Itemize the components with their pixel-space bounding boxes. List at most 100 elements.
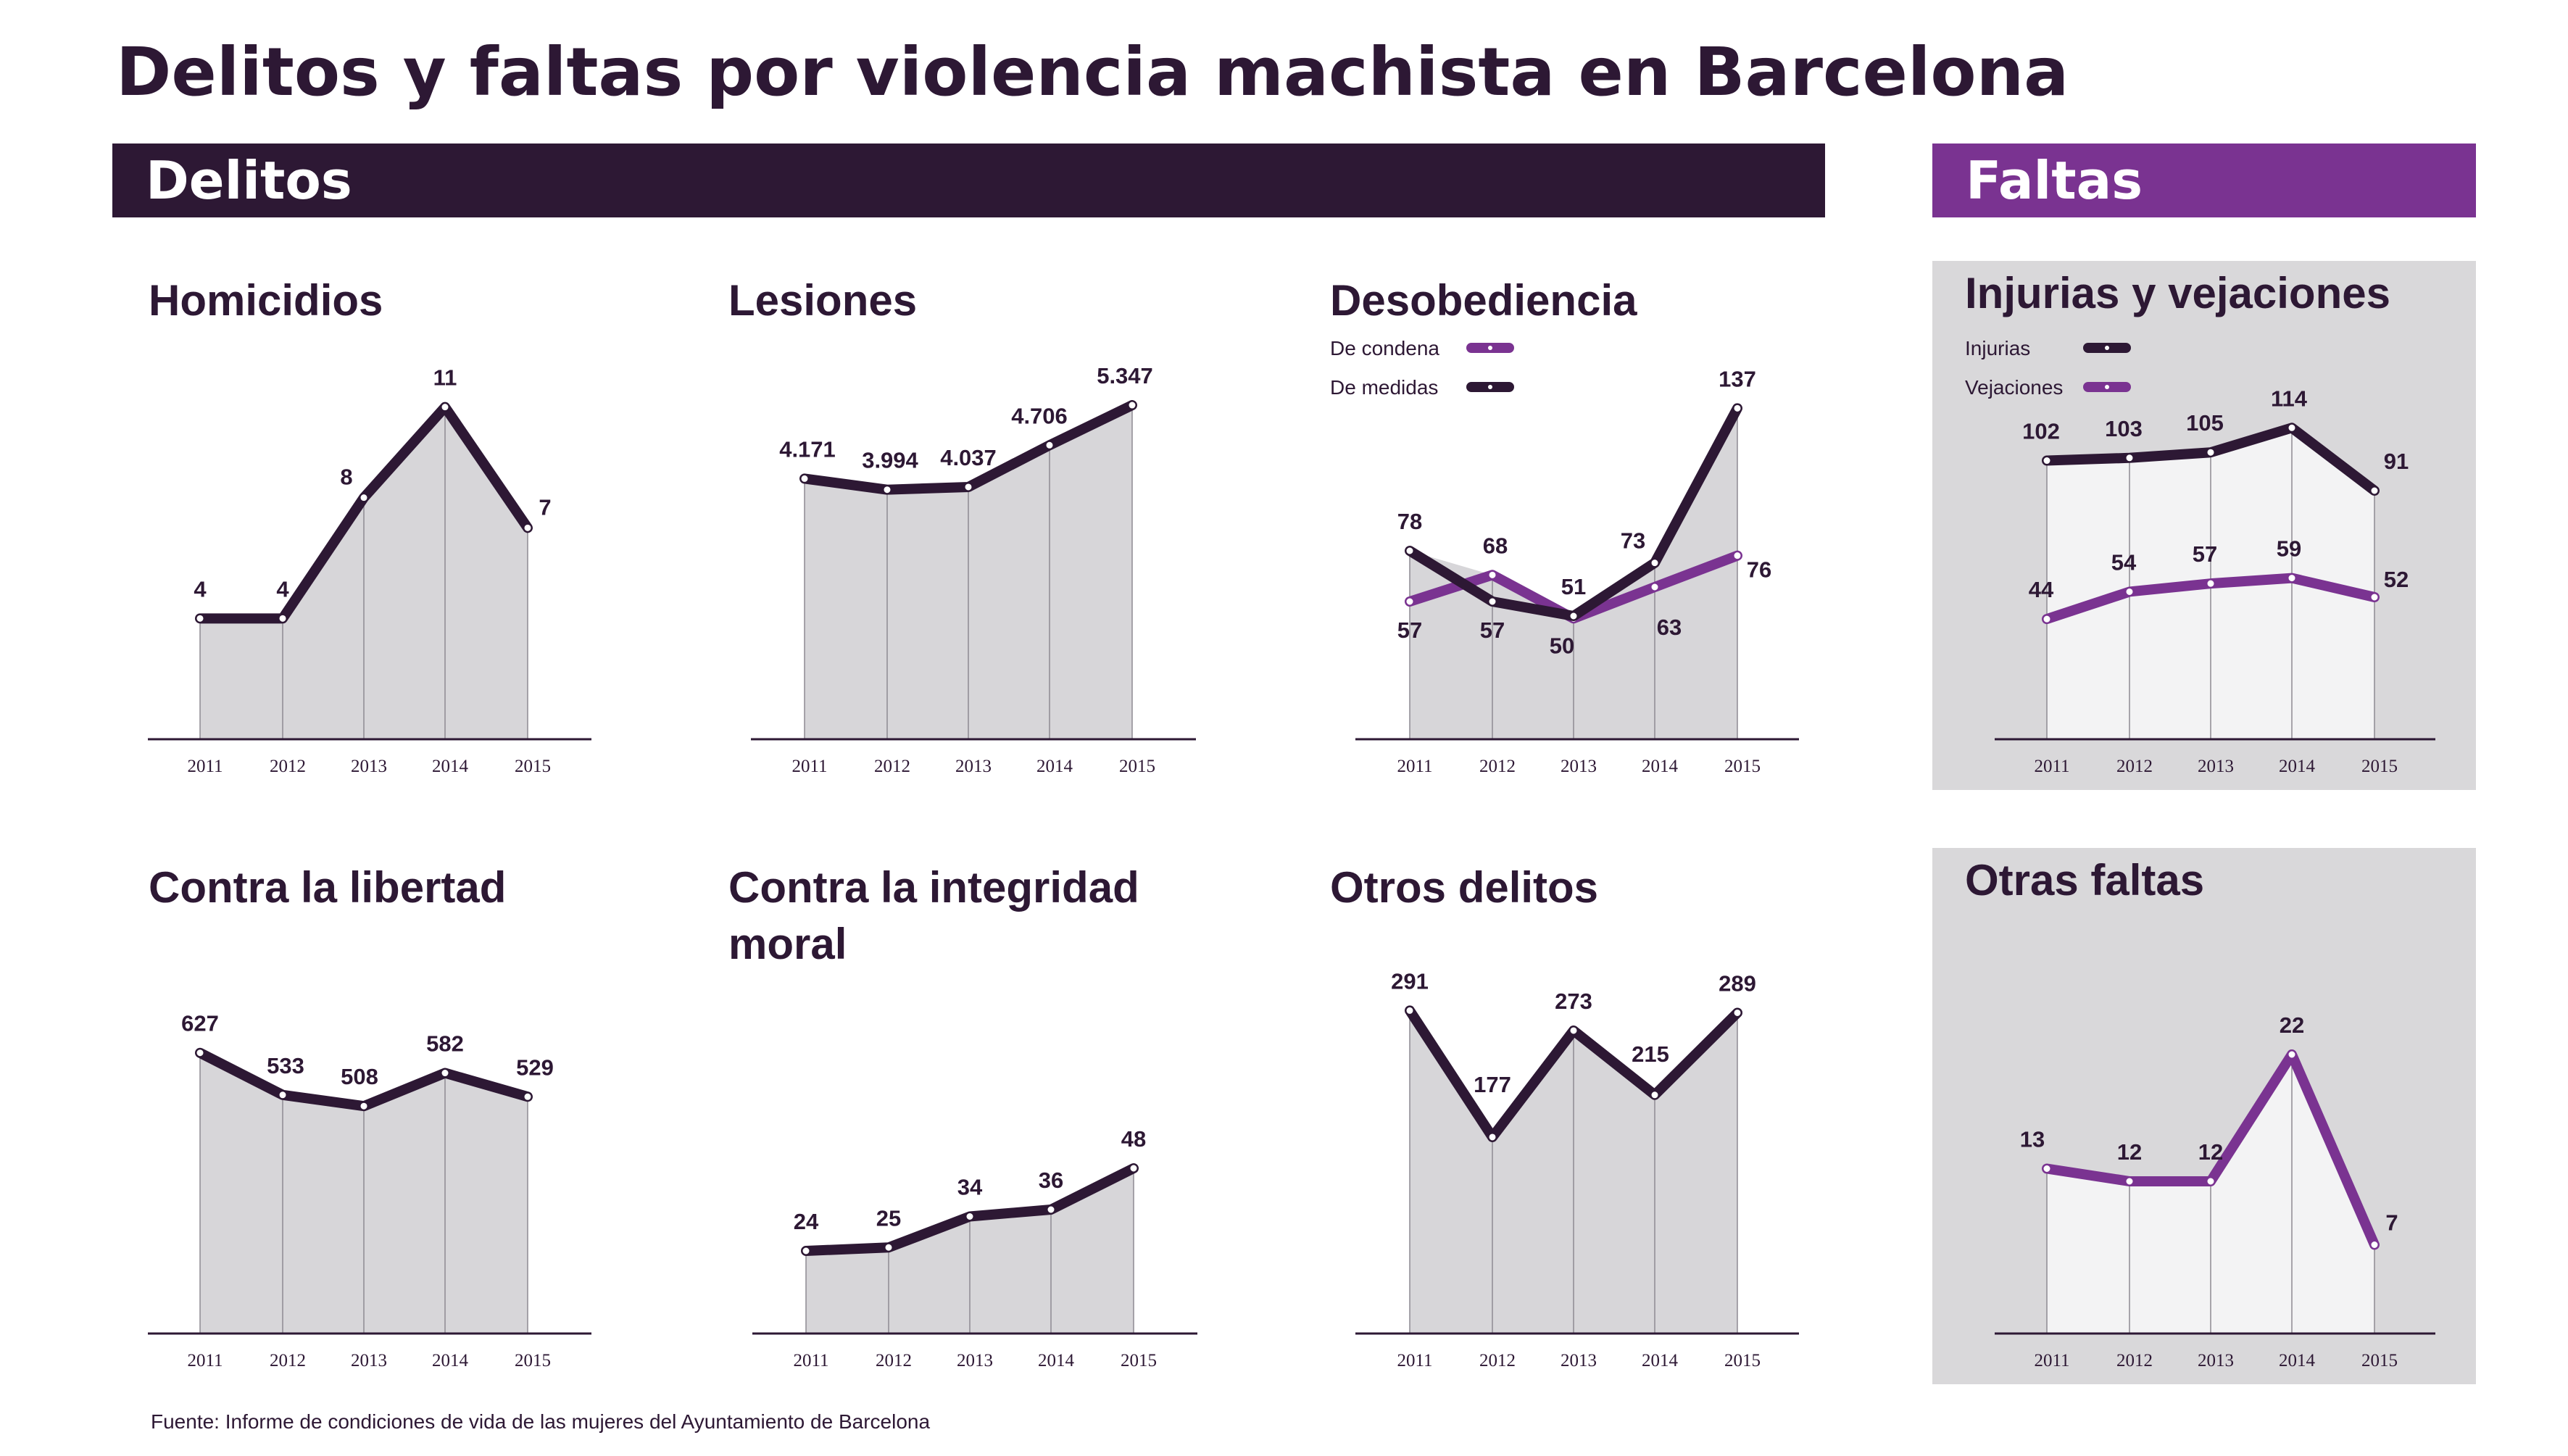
x-tick-label: 2011: [2034, 757, 2069, 776]
data-label: 34: [957, 1175, 983, 1200]
x-tick-label: 2012: [2116, 757, 2153, 776]
x-tick-label: 2014: [1642, 1351, 1679, 1370]
chart-title: Desobediencia: [1330, 276, 1637, 325]
chart-title: Contra la libertad: [149, 863, 506, 912]
data-point: [2124, 1176, 2135, 1186]
data-point: [359, 493, 369, 503]
legend-swatch-dot: [1488, 346, 1492, 350]
x-tick-label: 2012: [1479, 757, 1516, 776]
chart-title: Homicidios: [149, 276, 383, 325]
data-label: 289: [1719, 970, 1756, 996]
data-point: [1046, 1205, 1056, 1215]
data-point: [1487, 1132, 1497, 1142]
data-label: 36: [1039, 1168, 1063, 1193]
data-point: [1650, 582, 1660, 592]
data-label: 4: [194, 576, 207, 602]
data-label: 13: [2020, 1127, 2045, 1152]
x-tick-label: 2013: [957, 1351, 993, 1370]
data-label: 22: [2280, 1012, 2304, 1038]
source-note: Fuente: Informe de condiciones de vida d…: [151, 1410, 931, 1433]
chart-title: Injurias y vejaciones: [1965, 269, 2390, 317]
chart-title: Otros delitos: [1330, 863, 1598, 912]
data-point: [1732, 1007, 1742, 1018]
x-tick-label: 2015: [2361, 1351, 2398, 1370]
chart-title: moral: [728, 920, 847, 968]
data-point: [2042, 614, 2052, 624]
data-label: 54: [2111, 549, 2137, 575]
data-label: 76: [1747, 557, 1771, 583]
data-point: [1732, 551, 1742, 561]
data-label: 3.994: [862, 448, 918, 473]
data-label: 50: [1550, 633, 1574, 658]
x-tick-label: 2015: [1119, 757, 1155, 776]
x-tick-label: 2013: [351, 757, 387, 776]
chart-injurias-vejaciones: Injurias y vejaciones Injurias Vejaciones 1…: [1965, 269, 2435, 776]
x-tick-label: 2014: [1642, 757, 1679, 776]
data-point: [1129, 1163, 1139, 1173]
data-label: 25: [876, 1205, 901, 1231]
chart-otros-delitos: Otros delitos 291 177 273 215 289 2011 2012 2013…: [1330, 863, 1799, 1370]
data-point: [1568, 1026, 1579, 1036]
x-tick-label: 2011: [2034, 1351, 2069, 1370]
legend-label: Injurias: [1965, 337, 2030, 359]
data-label: 103: [2105, 416, 2143, 441]
x-tick-label: 2015: [1724, 1351, 1761, 1370]
data-point: [2287, 573, 2297, 583]
data-label: 273: [1555, 989, 1592, 1014]
x-tick-label: 2012: [270, 1351, 306, 1370]
data-label: 627: [181, 1011, 219, 1036]
x-tick-label: 2012: [1479, 1351, 1516, 1370]
legend-swatch-dot: [2105, 385, 2109, 389]
data-point: [195, 1048, 205, 1058]
data-point: [2042, 1164, 2052, 1173]
data-point: [359, 1101, 369, 1111]
data-point: [440, 1068, 450, 1078]
data-point: [195, 613, 205, 623]
chart-contra-integridad-moral: Contra la integridad moral 24 25 34 36 48 2011 2…: [728, 863, 1197, 1370]
data-point: [1650, 558, 1660, 568]
x-tick-label: 2014: [1038, 1351, 1075, 1370]
x-tick-label: 2012: [876, 1351, 912, 1370]
data-label: 57: [1397, 617, 1422, 643]
data-point: [1487, 596, 1497, 607]
x-tick-label: 2014: [2279, 1351, 2316, 1370]
x-tick-label: 2011: [793, 1351, 828, 1370]
data-label: 12: [2198, 1139, 2223, 1165]
legend-swatch-dot: [2105, 346, 2109, 350]
area-fill: [1410, 408, 1737, 739]
data-point: [1405, 546, 1415, 556]
data-label: 4: [276, 576, 289, 602]
x-tick-label: 2011: [1397, 1351, 1432, 1370]
data-point: [523, 523, 533, 533]
x-tick-label: 2011: [1397, 757, 1432, 776]
data-point: [523, 1091, 533, 1102]
x-tick-label: 2011: [187, 757, 223, 776]
data-label: 57: [2193, 541, 2217, 567]
data-label: 114: [2271, 386, 2308, 411]
x-tick-label: 2011: [791, 757, 827, 776]
data-label: 57: [1480, 617, 1505, 643]
data-label: 73: [1621, 528, 1645, 554]
x-tick-label: 2014: [1036, 757, 1073, 776]
x-tick-label: 2014: [2279, 757, 2316, 776]
section-header-delitos: Delitos: [112, 143, 1825, 217]
x-tick-label: 2013: [351, 1351, 387, 1370]
x-tick-label: 2012: [2116, 1351, 2153, 1370]
data-point: [965, 1212, 975, 1221]
data-label: 4.706: [1011, 403, 1068, 428]
data-label: 24: [794, 1209, 819, 1234]
x-tick-label: 2015: [1724, 757, 1761, 776]
x-tick-label: 2015: [1121, 1351, 1157, 1370]
data-point: [2287, 1049, 2297, 1060]
data-label: 68: [1483, 533, 1508, 558]
data-label: 52: [2384, 567, 2409, 592]
data-label: 78: [1397, 509, 1422, 534]
x-tick-label: 2015: [515, 1351, 551, 1370]
legend-label: Vejaciones: [1965, 376, 2063, 399]
data-point: [801, 1246, 811, 1256]
x-tick-label: 2014: [432, 1351, 469, 1370]
legend-label: De condena: [1330, 337, 1439, 359]
data-point: [2042, 456, 2052, 466]
data-label: 291: [1391, 968, 1429, 994]
data-label: 59: [2277, 536, 2301, 562]
